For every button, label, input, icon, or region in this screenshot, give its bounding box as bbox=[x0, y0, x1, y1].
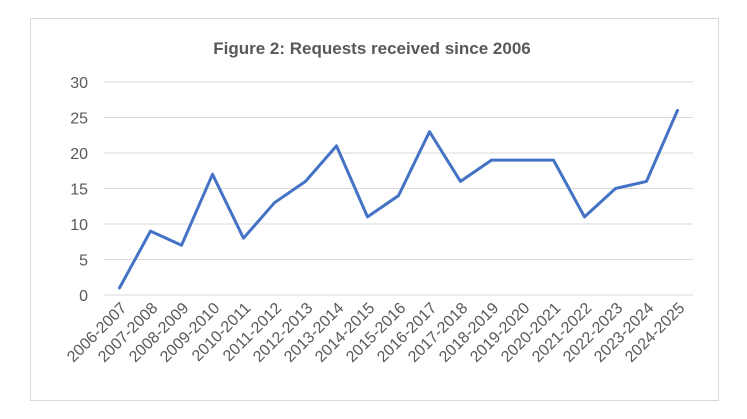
y-tick-label: 25 bbox=[70, 111, 88, 128]
y-tick-label: 10 bbox=[70, 217, 88, 234]
y-tick-label: 15 bbox=[70, 182, 88, 199]
y-axis-ticks: 0 5 10 15 20 25 30 bbox=[70, 75, 88, 305]
y-tick-label: 30 bbox=[70, 75, 88, 92]
y-tick-label: 0 bbox=[79, 288, 88, 305]
y-tick-label: 5 bbox=[79, 253, 88, 270]
series-layer bbox=[118, 108, 679, 290]
chart-title: Figure 2: Requests received since 2006 bbox=[213, 39, 531, 58]
series-line-0 bbox=[118, 108, 679, 290]
gridlines bbox=[104, 81, 693, 296]
x-axis-ticks: 2006-20072007-20082008-20092009-20102010… bbox=[64, 300, 688, 366]
y-tick-label: 20 bbox=[70, 146, 88, 163]
